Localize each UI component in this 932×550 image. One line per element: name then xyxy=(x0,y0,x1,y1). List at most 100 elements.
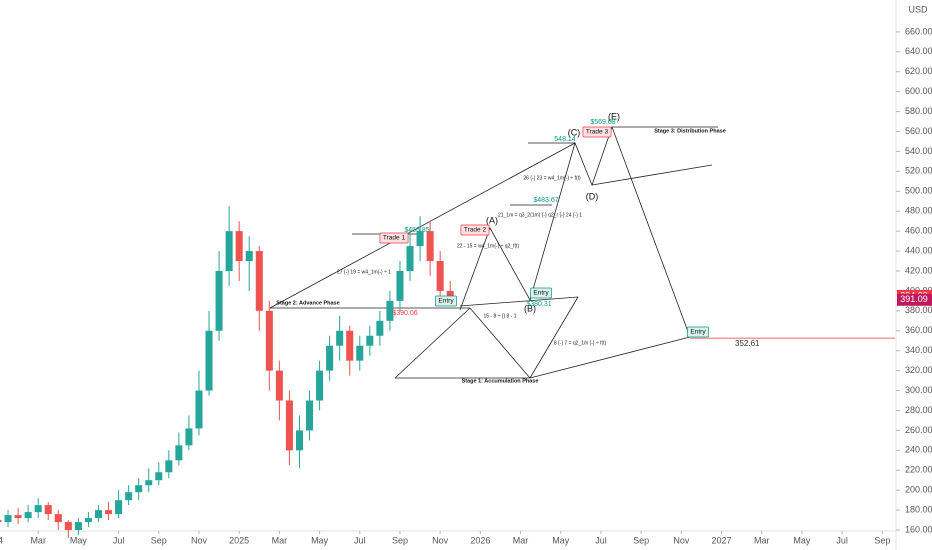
x-tick-label: Mar xyxy=(272,535,288,545)
x-tick-label: Jul xyxy=(595,535,607,545)
y-tick-label: 160.00 xyxy=(905,524,932,534)
candle-body xyxy=(446,290,454,296)
x-tick-label: Mar xyxy=(30,535,46,545)
y-tick-label: 260.00 xyxy=(905,425,932,435)
annotation: Trade 2 xyxy=(464,227,487,234)
annotation: (A) xyxy=(486,215,498,225)
candle-body xyxy=(0,520,2,523)
annotation: (B) xyxy=(524,303,536,313)
candle-body xyxy=(225,231,233,271)
annotation: (C) xyxy=(568,127,581,137)
x-tick-label: Sep xyxy=(633,535,649,545)
annotation: Stage 2: Advance Phase xyxy=(276,300,339,306)
candle-body xyxy=(74,522,82,531)
candle-body xyxy=(235,231,243,262)
y-tick-label: 200.00 xyxy=(905,485,932,495)
y-tick-label: 480.00 xyxy=(905,206,932,216)
candle-body xyxy=(175,445,183,461)
y-tick-label: 300.00 xyxy=(905,385,932,395)
trend-line xyxy=(591,164,713,186)
currency-label: USD xyxy=(908,4,928,14)
candle-body xyxy=(155,472,163,481)
candle-body xyxy=(426,231,434,262)
trend-line xyxy=(469,307,531,379)
candle-body xyxy=(205,330,213,391)
annotation-box xyxy=(435,295,457,307)
x-tick-label: May xyxy=(311,535,329,545)
candle-body xyxy=(24,512,32,519)
candle-body xyxy=(84,518,92,523)
annotation: Trade 3 xyxy=(586,129,609,136)
annotation: 21_1m = q3_2(1m) {-} q2_r {-} 24 {-} 1 xyxy=(498,212,582,218)
candle-body xyxy=(44,505,52,515)
annotation: $380.31 xyxy=(526,301,551,308)
annotation: 27 {-} 19 = w4_1m{-} ÷ 1 xyxy=(337,269,391,275)
annotation: 26 {-} 23 = w4_1m{-} ÷ f(t) xyxy=(523,175,581,181)
y-tick-label: 520.00 xyxy=(905,166,932,176)
candle-body xyxy=(165,460,173,473)
y-tick-label: 360.00 xyxy=(905,325,932,335)
drawings xyxy=(269,125,718,379)
x-tick-label: 2025 xyxy=(229,535,249,545)
candle-body xyxy=(54,514,62,523)
y-tick-label: 320.00 xyxy=(905,365,932,375)
y-tick-label: 620.00 xyxy=(905,66,932,76)
x-tick-label: Nov xyxy=(432,535,449,545)
trend-line xyxy=(394,307,471,379)
x-tick-label: Mar xyxy=(513,535,529,545)
x-tick-label: Jul xyxy=(836,535,848,545)
candle-body xyxy=(326,345,334,371)
annotation: $569.08 xyxy=(590,119,615,126)
y-tick-label: 540.00 xyxy=(905,146,932,156)
annotation-box xyxy=(687,326,709,338)
y-tick-label: 440.00 xyxy=(905,245,932,255)
y-tick-label: 420.00 xyxy=(905,265,932,275)
candle-body xyxy=(436,261,444,291)
candle-body xyxy=(14,515,22,519)
y-tick-label: 660.00 xyxy=(905,26,932,36)
x-tick-label: Mar xyxy=(754,535,770,545)
y-tick-label: 580.00 xyxy=(905,106,932,116)
x-tick-label: May xyxy=(793,535,811,545)
annotation: $483.67 xyxy=(533,197,558,204)
candle-body xyxy=(386,300,394,321)
candle-body xyxy=(396,270,404,301)
annotation: 15 - 8 ÷ {} 8 - 1 xyxy=(483,313,516,319)
x-tick-label: Jul xyxy=(354,535,366,545)
candle-body xyxy=(275,370,283,401)
candle-body xyxy=(105,510,113,515)
candle-body xyxy=(285,400,293,451)
price-tag-label: 391.09 xyxy=(900,294,928,304)
candle-body xyxy=(416,231,424,247)
x-tick-label: May xyxy=(552,535,570,545)
annotation: Stage 1: Accumulation Phase xyxy=(462,378,539,384)
x-tick-label: Sep xyxy=(151,535,167,545)
candles xyxy=(0,206,454,539)
target-label: 352.61 xyxy=(735,339,760,348)
annotation-box xyxy=(379,232,409,244)
y-tick-label: 380.00 xyxy=(905,305,932,315)
annotation: $456.85 xyxy=(404,227,429,234)
candle-body xyxy=(4,515,12,523)
x-tick-label: Jul xyxy=(113,535,125,545)
candle-body xyxy=(376,320,384,336)
y-tick-label: 280.00 xyxy=(905,405,932,415)
y-tick-label: 180.00 xyxy=(905,504,932,514)
annotation: Entry xyxy=(533,290,549,297)
x-tick-label: Nov xyxy=(673,535,690,545)
candle-body xyxy=(255,251,263,311)
annotation-box xyxy=(460,224,490,236)
trend-line xyxy=(529,336,691,379)
candle-body xyxy=(295,430,303,451)
annotation: Entry xyxy=(438,298,454,305)
candle-body xyxy=(215,270,223,331)
candle-body xyxy=(94,510,103,519)
annotation-box xyxy=(530,287,552,299)
x-tick-label: Nov xyxy=(191,535,208,545)
wave-projection xyxy=(459,125,691,338)
x-tick-label: 2026 xyxy=(470,535,490,545)
y-tick-label: 240.00 xyxy=(905,445,932,455)
candle-body xyxy=(356,345,364,361)
y-tick-label: 560.00 xyxy=(905,126,932,136)
